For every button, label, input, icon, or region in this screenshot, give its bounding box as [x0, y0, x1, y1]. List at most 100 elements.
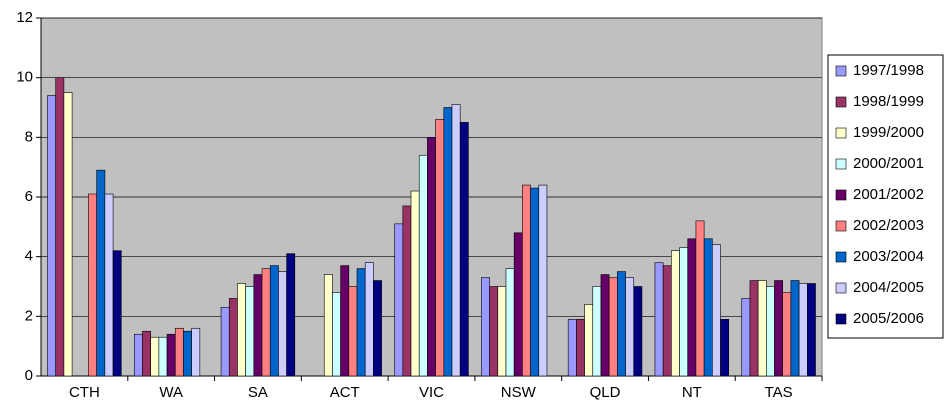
bar — [489, 286, 499, 377]
y-tick-label: 8 — [25, 128, 33, 145]
bar — [790, 280, 800, 377]
x-tick-label: NT — [682, 384, 702, 401]
bar — [584, 304, 594, 377]
bar — [695, 220, 705, 377]
y-tick-label: 6 — [25, 188, 33, 205]
bar — [174, 327, 184, 377]
y-tick-label: 2 — [25, 307, 33, 324]
legend-swatch — [835, 65, 847, 77]
bar — [112, 250, 122, 377]
bar — [625, 277, 635, 377]
x-tick-label: TAS — [765, 384, 793, 401]
bar — [63, 92, 73, 377]
bar — [427, 137, 436, 377]
bar — [600, 274, 610, 377]
bar — [323, 274, 333, 377]
bar — [373, 280, 382, 377]
bar — [261, 268, 271, 377]
bar — [567, 319, 577, 377]
legend-swatch — [835, 127, 847, 139]
bar — [104, 193, 114, 377]
bar — [757, 280, 767, 377]
bar — [142, 330, 151, 377]
bar — [451, 104, 461, 377]
x-tick-label: VIC — [419, 384, 444, 401]
bar — [158, 336, 168, 377]
bar — [679, 247, 689, 377]
bar — [576, 319, 585, 377]
x-tick-label: QLD — [590, 384, 621, 401]
legend-label: 1999/2000 — [853, 124, 924, 141]
legend-label: 2004/2005 — [853, 279, 924, 296]
bar — [459, 122, 469, 377]
bar — [88, 193, 97, 377]
bar — [418, 154, 428, 377]
legend-swatch — [835, 189, 847, 201]
legend-label: 1997/1998 — [853, 62, 924, 79]
x-tick-label: WA — [159, 384, 183, 401]
y-tick-label: 12 — [16, 9, 33, 26]
bar — [245, 286, 255, 377]
bar — [220, 307, 230, 377]
y-tick-label: 10 — [16, 69, 33, 86]
bar — [741, 298, 751, 377]
bar — [410, 190, 420, 377]
bar — [133, 333, 143, 377]
bar — [806, 283, 816, 377]
bar — [617, 271, 626, 377]
legend-swatch — [835, 158, 847, 170]
legend-label: 2003/2004 — [853, 248, 924, 265]
bar — [633, 286, 643, 377]
bar — [269, 265, 279, 377]
x-tick-label: SA — [248, 384, 268, 401]
bar — [703, 238, 713, 377]
x-tick-label: ACT — [330, 384, 360, 401]
bar — [481, 277, 490, 377]
bar — [608, 277, 618, 377]
bar — [749, 280, 759, 377]
bar — [538, 184, 548, 377]
legend-swatch — [835, 282, 847, 294]
bar — [402, 205, 412, 377]
legend-label: 2002/2003 — [853, 217, 924, 234]
bar — [435, 119, 445, 377]
legend-label: 2001/2002 — [853, 186, 924, 203]
bar — [530, 187, 540, 377]
bar — [278, 271, 287, 377]
x-tick-label: CTH — [69, 384, 100, 401]
bar — [654, 262, 664, 377]
bar — [332, 292, 341, 377]
bar — [166, 333, 176, 377]
bar — [443, 107, 453, 377]
legend-swatch — [835, 96, 847, 108]
bar — [348, 286, 358, 377]
bar — [356, 268, 366, 377]
bar — [720, 319, 730, 377]
bar — [505, 268, 515, 377]
bar — [228, 298, 238, 377]
bar — [592, 286, 602, 377]
legend-swatch — [835, 313, 847, 325]
bar — [671, 250, 680, 377]
bar — [191, 327, 201, 377]
bar — [774, 280, 784, 377]
x-tick-label: NSW — [501, 384, 537, 401]
bar — [513, 232, 523, 377]
bar — [497, 286, 507, 377]
bar — [286, 253, 296, 377]
bar — [96, 169, 106, 377]
bar — [712, 244, 721, 377]
bar — [687, 238, 697, 377]
bar — [150, 336, 160, 377]
bar — [394, 223, 404, 377]
y-tick-label: 4 — [25, 248, 33, 265]
bar — [782, 292, 792, 377]
y-tick-label: 0 — [25, 367, 33, 384]
legend-label: 1998/1999 — [853, 93, 924, 110]
bar — [662, 265, 672, 377]
legend-swatch — [835, 251, 847, 263]
bar — [183, 330, 192, 377]
bar — [766, 286, 775, 377]
